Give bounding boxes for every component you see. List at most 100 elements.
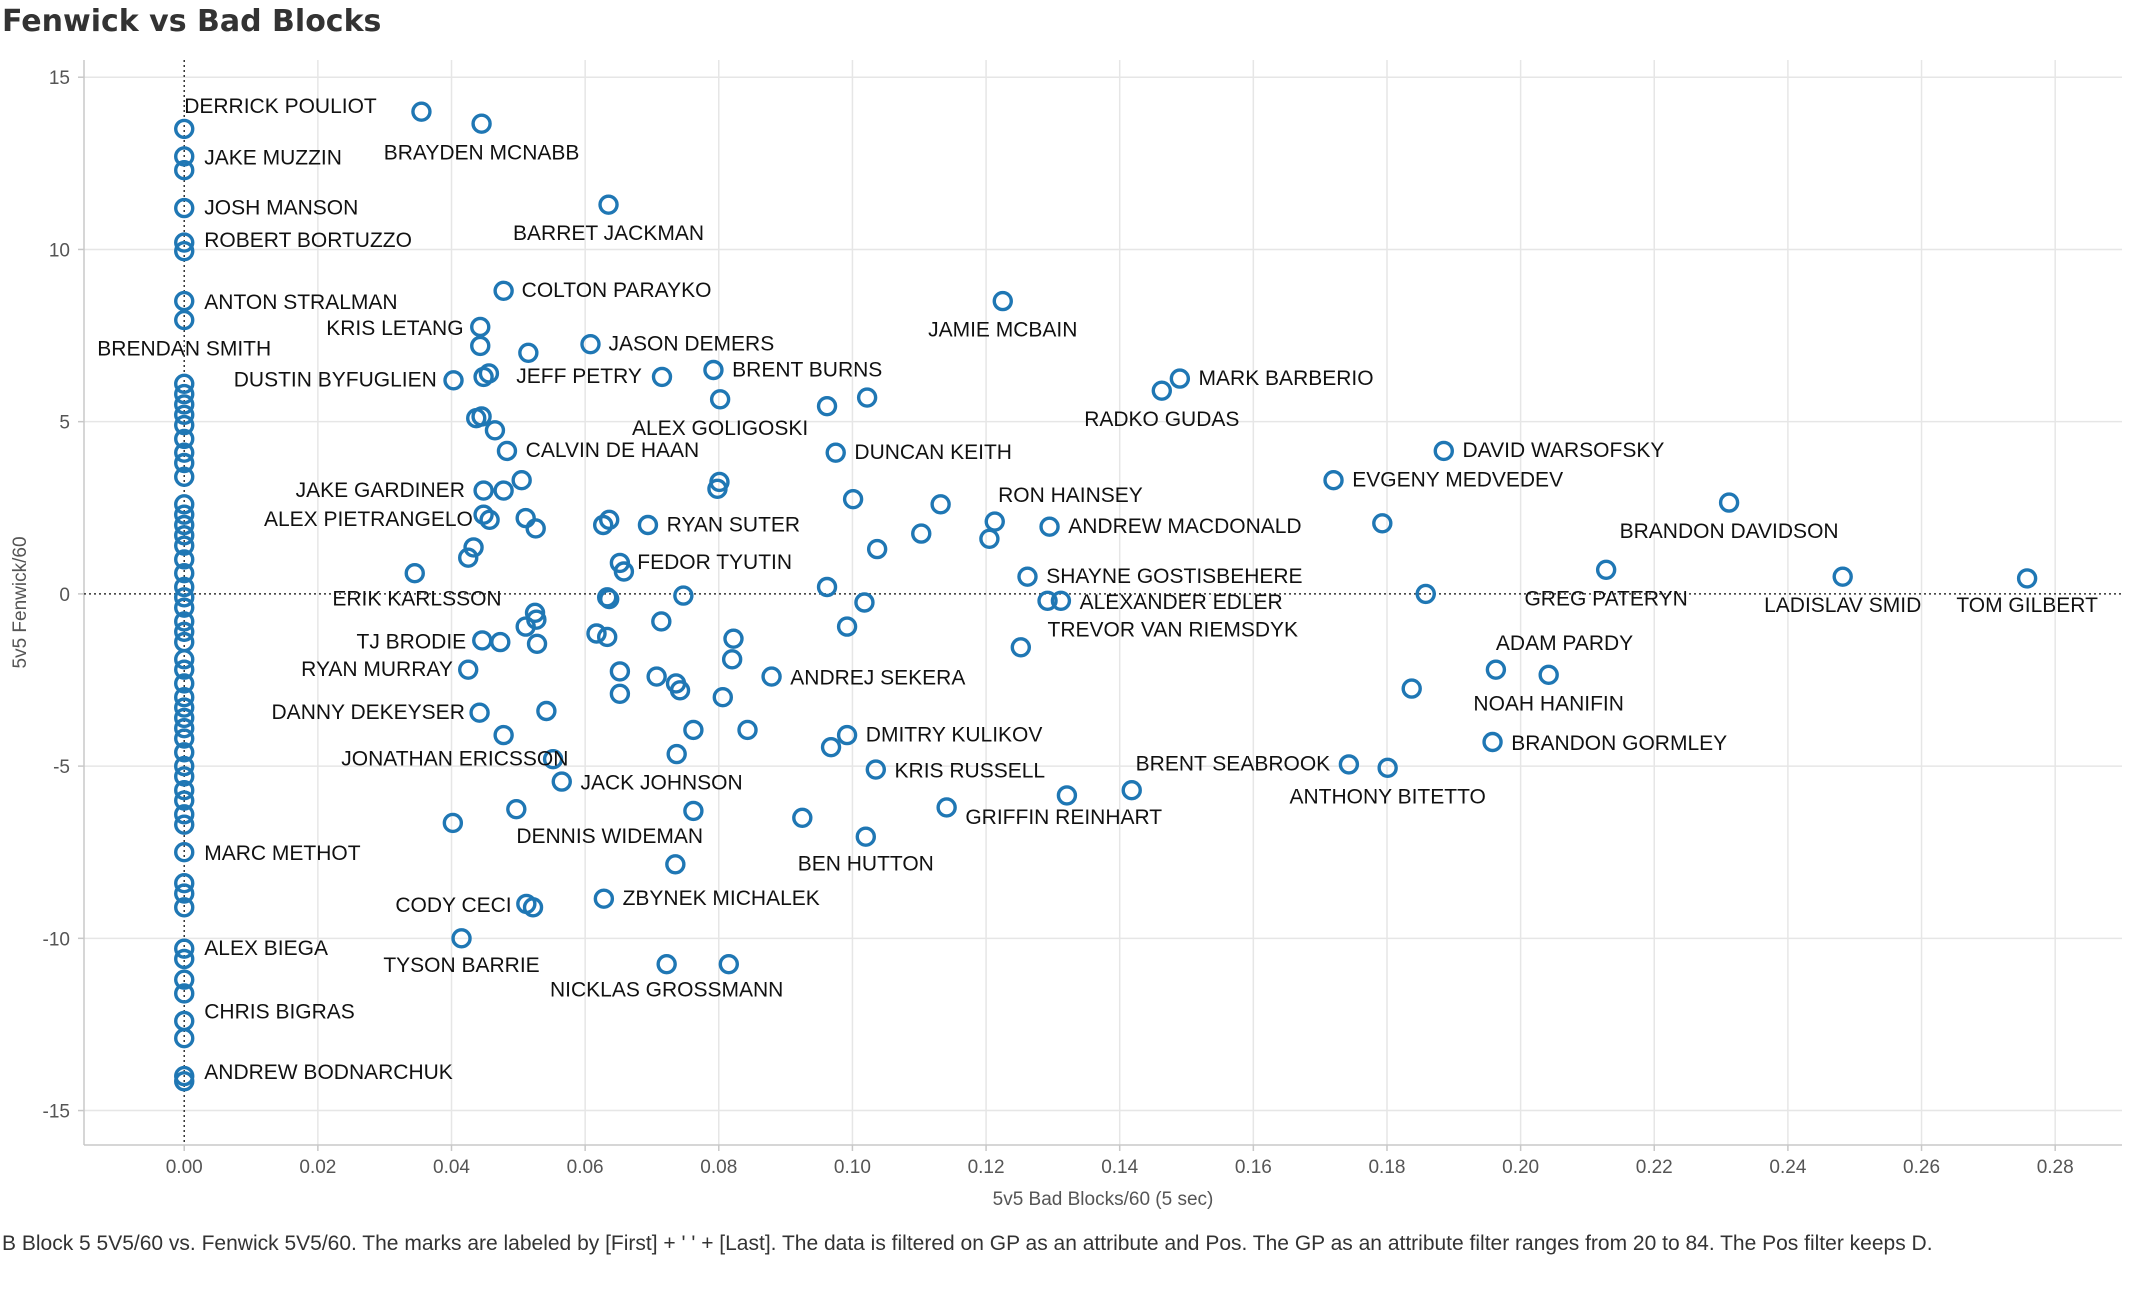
data-point (174, 687, 195, 708)
data-point (458, 547, 479, 568)
point-label: JACK JOHNSON (580, 772, 742, 795)
data-point (174, 549, 195, 570)
data-point (174, 118, 195, 140)
data-point (816, 576, 838, 598)
data-point (472, 630, 493, 651)
data-point (515, 507, 536, 529)
data-point (1169, 368, 1191, 389)
point-label: ALEXANDER EDLER (1080, 591, 1283, 614)
x-tick-label: 0.08 (700, 1157, 737, 1178)
data-point (683, 719, 704, 741)
point-label: ZBYNEK MICHALEK (623, 887, 820, 910)
data-point (174, 718, 195, 739)
data-point (174, 525, 195, 546)
x-tick-label: 0.26 (1903, 1157, 1940, 1178)
data-point (174, 535, 195, 556)
point-label: MARK BARBERIO (1199, 367, 1374, 390)
point-label: ALEX PIETRANGELO (264, 508, 473, 531)
data-point (936, 797, 957, 818)
data-point (174, 597, 195, 618)
x-tick-label: 0.18 (1368, 1157, 1405, 1178)
x-tick-label: 0.12 (968, 1157, 1005, 1178)
x-tick-label: 0.10 (834, 1157, 871, 1178)
data-point (174, 766, 195, 787)
data-point (673, 585, 694, 606)
data-point (979, 528, 1000, 549)
data-point (411, 101, 432, 122)
x-tick-label: 0.16 (1235, 1157, 1272, 1178)
data-point (478, 363, 500, 384)
data-point (651, 611, 672, 632)
data-point (836, 724, 858, 746)
point-label: TREVOR VAN RIEMSDYK (1048, 618, 1298, 641)
data-point (586, 623, 607, 644)
data-point (473, 480, 494, 501)
data-point (637, 514, 659, 536)
data-point (1121, 780, 1142, 801)
data-point (992, 290, 1013, 312)
point-label: CALVIN DE HAAN (526, 439, 700, 462)
data-point (174, 728, 195, 749)
data-point (1401, 678, 1422, 699)
x-tick-label: 0.00 (166, 1157, 203, 1178)
data-point (174, 160, 195, 181)
point-label: ANDREW BODNARCHUK (204, 1061, 453, 1084)
point-label: TYSON BARRIE (383, 954, 539, 977)
point-label: ROBERT BORTUZZO (204, 229, 412, 252)
point-label: GRIFFIN REINHART (965, 806, 1162, 829)
data-point (596, 626, 618, 648)
data-point (174, 197, 195, 219)
x-tick-label: 0.06 (567, 1157, 604, 1178)
point-label: RYAN SUTER (667, 513, 800, 536)
chart-title: Fenwick vs Bad Blocks (2, 4, 382, 39)
point-label: BRANDON GORMLEY (1511, 732, 1727, 755)
x-tick-label: 0.24 (1769, 1157, 1806, 1178)
data-point (707, 478, 728, 500)
chart-grid (84, 60, 2122, 1145)
point-label: CODY CECI (395, 894, 511, 917)
data-point (174, 373, 195, 394)
data-point (984, 511, 1005, 532)
data-point (174, 146, 195, 167)
data-point (525, 518, 546, 539)
data-point (174, 587, 195, 608)
data-point (665, 854, 686, 875)
data-point (174, 466, 195, 487)
data-point (842, 488, 864, 510)
data-point (174, 494, 195, 515)
data-point (1372, 513, 1393, 534)
data-point (825, 442, 846, 463)
data-point (856, 387, 878, 408)
data-point (2016, 568, 2038, 589)
point-label: BEN HUTTON (798, 853, 934, 876)
point-label: ALEX BIEGA (204, 937, 328, 960)
data-point (1323, 470, 1344, 491)
data-point (761, 666, 782, 687)
data-point (866, 538, 888, 560)
data-point (1538, 664, 1559, 686)
data-point (174, 414, 195, 436)
point-label: NOAH HANIFIN (1473, 692, 1624, 715)
data-point (174, 873, 195, 894)
data-point (816, 395, 838, 417)
data-point (1482, 731, 1503, 753)
data-point (1017, 566, 1038, 587)
data-point (174, 883, 195, 904)
chart-caption: B Block 5 5V5/60 vs. Fenwick 5V5/60. The… (2, 1232, 1933, 1255)
data-point (174, 576, 195, 598)
x-tick-label: 0.28 (2037, 1157, 2074, 1178)
data-point (683, 800, 704, 822)
axis-ticks: 0.00 0.02 0.04 0.06 0.08 0.10 0.12 0.14 0.16 0.18… (43, 68, 2074, 1178)
point-label: JAMIE MCBAIN (928, 319, 1077, 342)
data-point (174, 1028, 195, 1049)
x-tick-label: 0.22 (1636, 1157, 1673, 1178)
point-label: TOM GILBERT (1956, 594, 2098, 617)
y-tick-label: 15 (49, 68, 70, 89)
data-point (865, 759, 887, 780)
y-tick-label: 5 (59, 413, 70, 434)
point-label: KRIS LETANG (326, 317, 463, 340)
data-point (721, 649, 743, 670)
data-point (174, 563, 195, 584)
data-point (496, 440, 518, 462)
data-point (479, 509, 500, 531)
